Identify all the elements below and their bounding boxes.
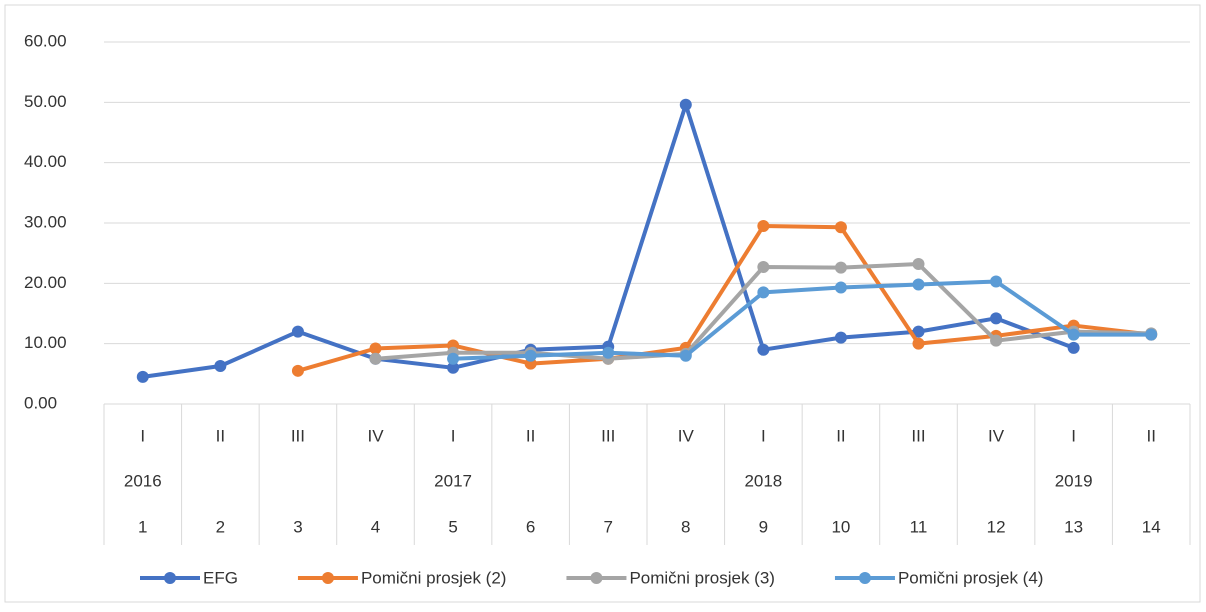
point bbox=[1067, 341, 1080, 354]
year-label: 2016 bbox=[124, 471, 162, 490]
index-label: 2 bbox=[216, 517, 225, 536]
point bbox=[990, 312, 1003, 325]
point bbox=[757, 286, 770, 299]
point bbox=[369, 342, 382, 355]
point bbox=[834, 261, 847, 274]
x-tick-label: III bbox=[911, 426, 925, 445]
point bbox=[1067, 328, 1080, 341]
legend-label: Pomični prosjek (3) bbox=[629, 568, 775, 587]
legend-label: Pomični prosjek (4) bbox=[898, 568, 1044, 587]
point bbox=[990, 334, 1003, 347]
x-tick-label: I bbox=[451, 426, 456, 445]
x-tick-label: IV bbox=[367, 426, 384, 445]
legend-marker bbox=[164, 572, 176, 584]
point bbox=[447, 352, 460, 365]
x-tick-label: III bbox=[601, 426, 615, 445]
index-label: 11 bbox=[910, 517, 928, 536]
point bbox=[834, 281, 847, 294]
chart-border bbox=[4, 4, 1201, 603]
index-label: 7 bbox=[603, 517, 612, 536]
y-tick-label: 50.00 bbox=[24, 92, 67, 111]
x-tick-label: II bbox=[1146, 426, 1155, 445]
point bbox=[136, 370, 149, 383]
y-tick-label: 0.00 bbox=[24, 393, 57, 412]
point bbox=[602, 346, 615, 359]
point bbox=[679, 98, 692, 111]
index-label: 10 bbox=[831, 517, 850, 536]
x-tick-label: II bbox=[216, 426, 225, 445]
legend-marker bbox=[321, 572, 334, 584]
year-label: 2019 bbox=[1055, 471, 1093, 490]
x-tick-label: II bbox=[836, 426, 845, 445]
index-label: 6 bbox=[526, 517, 535, 536]
index-label: 9 bbox=[759, 517, 768, 536]
year-label: 2017 bbox=[434, 471, 472, 490]
x-tick-label: I bbox=[140, 426, 145, 445]
point bbox=[1145, 328, 1158, 341]
y-tick-label: 40.00 bbox=[24, 152, 67, 171]
index-label: 5 bbox=[448, 517, 457, 536]
index-label: 12 bbox=[987, 517, 1006, 536]
legend-label: EFG bbox=[203, 568, 238, 587]
point bbox=[369, 352, 382, 365]
point bbox=[990, 275, 1003, 288]
series-line bbox=[452, 279, 1152, 361]
x-tick-label: IV bbox=[988, 426, 1005, 445]
index-label: 8 bbox=[681, 517, 690, 536]
x-tick-label: II bbox=[526, 426, 535, 445]
index-label: 14 bbox=[1142, 517, 1161, 536]
point bbox=[757, 261, 770, 274]
point bbox=[679, 349, 692, 362]
y-tick-label: 10.00 bbox=[24, 333, 67, 352]
index-label: 4 bbox=[371, 517, 380, 536]
point bbox=[447, 361, 460, 374]
index-label: 3 bbox=[293, 517, 302, 536]
y-tick-label: 30.00 bbox=[24, 212, 67, 231]
y-tick-label: 60.00 bbox=[24, 31, 67, 50]
x-tick-label: IV bbox=[678, 426, 695, 445]
point bbox=[912, 278, 925, 291]
point bbox=[912, 258, 925, 271]
point bbox=[912, 325, 925, 338]
y-tick-label: 20.00 bbox=[24, 273, 67, 292]
point bbox=[214, 359, 227, 372]
index-label: 1 bbox=[138, 517, 147, 536]
point bbox=[291, 325, 304, 338]
x-tick-label: I bbox=[1071, 426, 1076, 445]
year-label: 2018 bbox=[744, 471, 782, 490]
legend-label: Pomični prosjek (2) bbox=[361, 568, 507, 587]
point bbox=[757, 343, 770, 356]
point bbox=[524, 349, 537, 362]
legend-marker bbox=[590, 572, 603, 584]
legend-marker bbox=[858, 572, 871, 584]
series-line bbox=[297, 224, 1152, 373]
point bbox=[757, 220, 770, 233]
x-tick-label: I bbox=[761, 426, 766, 445]
point bbox=[291, 364, 304, 377]
point bbox=[834, 331, 847, 344]
x-tick-label: III bbox=[291, 426, 305, 445]
index-label: 13 bbox=[1064, 517, 1083, 536]
point bbox=[834, 221, 847, 234]
point bbox=[912, 337, 925, 350]
